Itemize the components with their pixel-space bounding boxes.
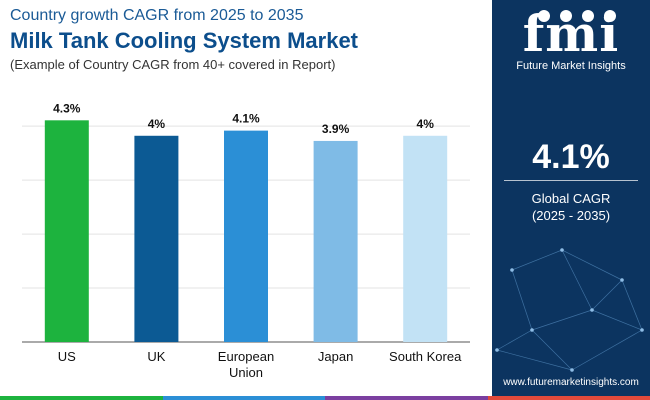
data-label: 4.3%	[53, 101, 81, 115]
sidebar: fmi Future Market Insights 4.1% Global C…	[492, 0, 650, 400]
data-label: 4%	[148, 117, 166, 131]
header: Country growth CAGR from 2025 to 2035 Mi…	[10, 6, 490, 73]
global-cagr-period: (2025 - 2035)	[531, 208, 611, 223]
divider	[504, 180, 638, 181]
bar-uk	[134, 135, 179, 342]
fmi-logo: fmi Future Market Insights	[492, 8, 650, 73]
chart-title: Milk Tank Cooling System Market	[10, 28, 359, 53]
x-tick-label: UK	[147, 349, 165, 364]
footer-bar-segment	[162, 396, 325, 400]
website-url[interactable]: www.futuremarketinsights.com	[503, 377, 639, 388]
footer-bar-segment	[487, 396, 650, 400]
data-label: 4%	[417, 117, 435, 131]
x-tick-label: Japan	[318, 349, 353, 364]
global-cagr-label: Global CAGR (2025 - 2035)	[492, 190, 650, 224]
bar-european-union	[224, 130, 268, 342]
footer-bar-segment	[325, 396, 488, 400]
chart-eyebrow: Country growth CAGR from 2025 to 2035	[10, 7, 304, 24]
global-cagr-label-line1: Global CAGR	[531, 191, 611, 206]
x-tick-label: South Korea	[389, 349, 462, 364]
footer-bar-segment	[0, 396, 163, 400]
chart-subtitle: (Example of Country CAGR from 40+ covere…	[10, 57, 336, 72]
data-label: 3.9%	[322, 122, 350, 136]
global-cagr-value: 4.1%	[532, 138, 610, 176]
bar-south-korea	[403, 135, 448, 342]
x-tick-label: Union	[229, 365, 263, 380]
x-tick-label: European	[218, 349, 274, 364]
bar-japan	[313, 140, 358, 342]
data-label: 4.1%	[232, 112, 260, 126]
network-decoration	[495, 248, 644, 372]
logo-name: Future Market Insights	[516, 60, 626, 72]
bar-us	[44, 120, 89, 342]
x-tick-label: US	[58, 349, 76, 364]
logo-icons	[538, 10, 616, 22]
